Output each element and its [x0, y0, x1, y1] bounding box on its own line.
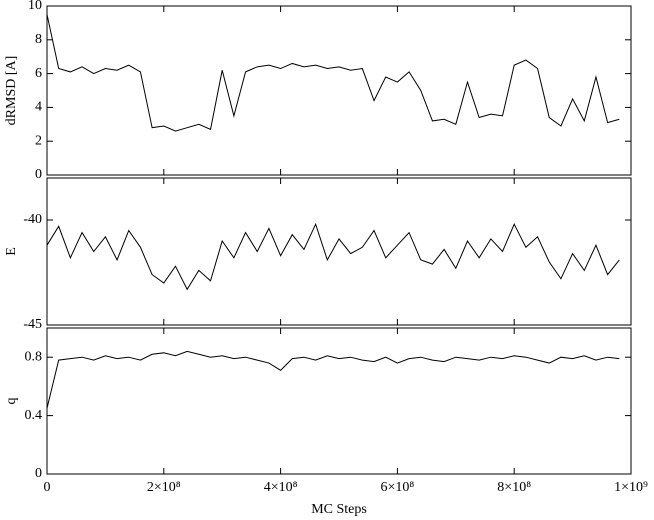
y-tick-label: 0.4 — [25, 408, 43, 423]
y-tick-label: 0 — [35, 466, 42, 481]
x-tick-label: 0 — [44, 480, 51, 495]
y-tick-label: -45 — [23, 317, 42, 332]
data-line — [46, 222, 620, 291]
plot-frame — [46, 5, 632, 176]
x-tick-label: 2×10⁸ — [147, 480, 181, 495]
data-line — [46, 350, 620, 409]
x-axis-label: MC Steps — [311, 502, 367, 517]
y-tick-label: 6 — [35, 66, 42, 81]
x-tick-label: 4×10⁸ — [264, 480, 298, 495]
x-tick-label: 8×10⁸ — [497, 480, 531, 495]
plot-frame — [46, 327, 632, 475]
y-axis-label: dRMSD [A] — [4, 56, 19, 126]
plot-frame — [46, 177, 632, 326]
y-tick-label: 0.8 — [25, 349, 43, 364]
x-tick-label: 6×10⁸ — [381, 480, 415, 495]
y-tick-label: 10 — [28, 0, 42, 13]
data-line — [46, 14, 620, 132]
y-tick-label: 0 — [35, 167, 42, 182]
y-axis-label: E — [4, 247, 19, 256]
y-tick-label: 2 — [35, 133, 42, 148]
y-tick-label: -40 — [23, 212, 42, 227]
y-tick-label: 8 — [35, 32, 42, 47]
y-axis-label: q — [4, 398, 19, 405]
y-tick-label: 4 — [35, 100, 42, 115]
x-tick-label: 1×10⁹ — [614, 480, 648, 495]
